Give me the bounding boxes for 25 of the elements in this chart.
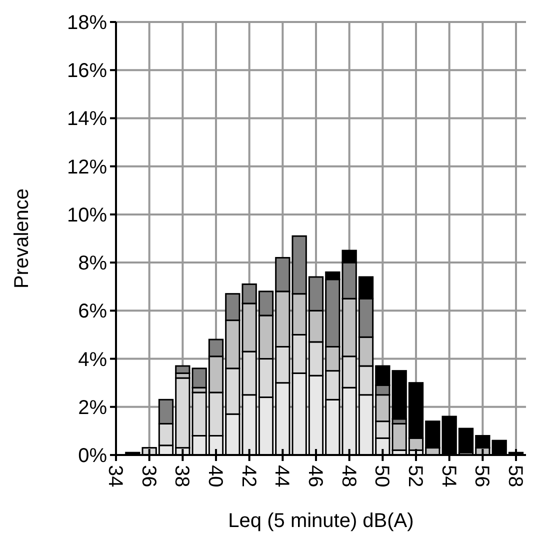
y-tick-label: 18%	[66, 12, 108, 34]
x-tick-label: 52	[404, 465, 426, 488]
x-tick-label: 40	[204, 465, 226, 488]
y-tick-label: 0%	[78, 445, 108, 467]
y-tick-label: 10%	[66, 204, 108, 226]
x-tick-label: 58	[504, 465, 526, 488]
y-tick-label: 4%	[78, 348, 108, 371]
x-tick-label: 44	[270, 465, 293, 488]
x-axis-title: Leq (5 minute) dB(A)	[228, 510, 414, 532]
y-tick-label: 14%	[66, 108, 108, 130]
x-tick-label: 38	[170, 465, 193, 488]
x-tick-label: 34	[104, 465, 126, 488]
x-tick-label: 36	[137, 465, 160, 488]
x-tick-label: 56	[470, 465, 493, 488]
y-tick-label: 16%	[66, 60, 108, 82]
y-tick-label: 8%	[78, 252, 108, 275]
x-tick-label: 54	[437, 465, 460, 488]
x-tick-label: 50	[370, 465, 393, 488]
y-axis-title: Prevalence	[11, 188, 33, 289]
x-tick-label: 48	[337, 465, 360, 488]
x-tick-label: 42	[237, 465, 260, 488]
y-tick-label: 2%	[78, 396, 108, 419]
y-tick-label: 6%	[78, 300, 108, 323]
x-tick-label: 46	[304, 465, 326, 488]
y-tick-label: 12%	[66, 156, 108, 178]
